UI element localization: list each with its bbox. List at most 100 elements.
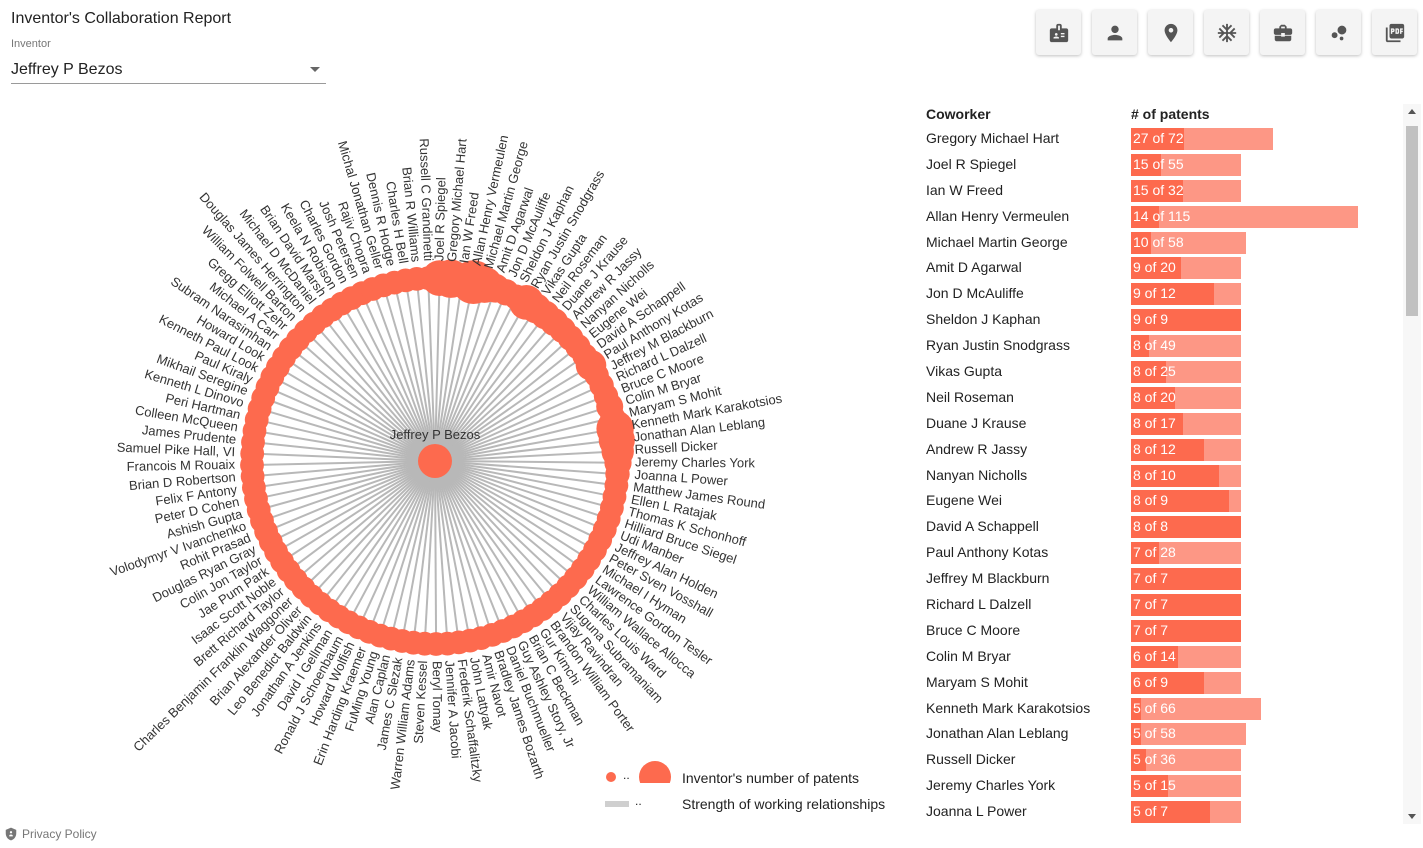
table-row[interactable]: Paul Anthony Kotas 7 of 28: [920, 540, 1412, 566]
relationship-link: [401, 460, 436, 642]
table-row[interactable]: Allan Henry Vermeulen 14 of 115: [920, 204, 1412, 230]
person-button[interactable]: [1092, 10, 1137, 55]
coworker-label: Jeremy Charles York: [635, 454, 756, 470]
table-row[interactable]: Colin M Bryar 6 of 14: [920, 644, 1412, 670]
relationship-link: [434, 450, 618, 462]
patent-count-label: 5 of 15: [1133, 777, 1176, 794]
relationship-link: [302, 460, 436, 589]
shared-patents-bar: [1131, 594, 1241, 617]
inventor-select[interactable]: Jeffrey P Bezos: [11, 56, 326, 84]
relationship-link: [434, 460, 613, 509]
table-row[interactable]: Duane J Krause 8 of 17: [920, 411, 1412, 437]
shared-patents-bar: [1131, 309, 1241, 332]
patent-count-label: 5 of 58: [1133, 725, 1176, 742]
patent-count-label: 8 of 8: [1133, 518, 1169, 535]
pdf-button[interactable]: [1372, 10, 1417, 55]
coworker-label: Samuel Pike Hall, VI: [117, 440, 236, 460]
shared-patents-bar: [1131, 412, 1183, 435]
coworker-name: Vikas Gupta: [926, 363, 1003, 380]
privacy-policy-link[interactable]: Privacy Policy: [4, 826, 97, 842]
table-row[interactable]: Russell Dicker 5 of 36: [920, 747, 1412, 773]
relationship-link: [379, 460, 436, 636]
table-scrollbar[interactable]: [1403, 104, 1421, 824]
table-row[interactable]: Sheldon J Kaphan 9 of 9: [920, 307, 1412, 333]
patent-count-label: 14 of 115: [1133, 207, 1191, 224]
badge-button[interactable]: [1036, 10, 1081, 55]
coworker-name: Sheldon J Kaphan: [926, 311, 1041, 328]
relationship-link: [434, 287, 497, 462]
patent-count-label: 5 of 36: [1133, 751, 1176, 768]
scroll-up-arrow-icon[interactable]: [1408, 109, 1416, 114]
table-row[interactable]: Vikas Gupta 8 of 25: [920, 359, 1412, 385]
relationship-link: [297, 338, 436, 462]
table-row[interactable]: Ryan Justin Snodgrass 8 of 49: [920, 333, 1412, 359]
coworker-node[interactable]: [421, 260, 458, 296]
relationship-link: [357, 460, 436, 628]
relationship-link: [251, 460, 436, 466]
relationship-link: [427, 278, 436, 462]
table-row[interactable]: David A Schappell 8 of 8: [920, 514, 1412, 540]
relationship-link: [434, 460, 577, 579]
table-row[interactable]: Jeremy Charles York 5 of 15: [920, 773, 1412, 799]
bubbles-button[interactable]: [1316, 10, 1361, 55]
patent-count-label: 8 of 10: [1133, 466, 1176, 483]
coworker-name: Richard L Dalzell: [926, 596, 1032, 613]
table-row[interactable]: Jeffrey M Blackburn 7 of 7: [920, 566, 1412, 592]
table-row[interactable]: Amit D Agarwal 9 of 20: [920, 255, 1412, 281]
coworker-name: Allan Henry Vermeulen: [926, 207, 1070, 224]
coworker-table: Coworker # of patents Gregory Michael Ha…: [920, 104, 1412, 824]
patent-count-label: 7 of 7: [1133, 570, 1169, 587]
shared-patents-bar: [1131, 801, 1210, 824]
shared-patents-bar: [1131, 438, 1205, 461]
relationship-link: [252, 452, 436, 462]
scroll-down-arrow-icon[interactable]: [1408, 814, 1416, 819]
relationship-link: [434, 278, 452, 462]
coworker-name: Nanyan Nicholls: [926, 466, 1028, 483]
privacy-policy-text: Privacy Policy: [22, 827, 97, 841]
relationship-link: [258, 460, 436, 511]
relationship-link: [434, 460, 494, 636]
relationship-link: [434, 460, 504, 632]
coworker-name: Kenneth Mark Karakotsios: [926, 699, 1091, 716]
relationship-link: [434, 374, 598, 462]
table-row[interactable]: Michael Martin George 10 of 58: [920, 230, 1412, 256]
table-row[interactable]: Eugene Wei 8 of 9: [920, 488, 1412, 514]
table-row[interactable]: Bruce C Moore 7 of 7: [920, 618, 1412, 644]
table-row[interactable]: Jonathan Alan Leblang 5 of 58: [920, 721, 1412, 747]
relationship-link: [270, 460, 436, 543]
legend-links-label: Strength of working relationships: [682, 796, 886, 812]
patent-count-label: 8 of 25: [1133, 363, 1176, 380]
coworker-label: Steven Kessel: [411, 660, 431, 744]
caret-down-icon: [310, 67, 320, 72]
coworker-name: Bruce C Moore: [926, 621, 1021, 638]
table-row[interactable]: Neil Roseman 8 of 20: [920, 385, 1412, 411]
shared-patents-bar: [1131, 361, 1167, 384]
table-row[interactable]: Nanyan Nicholls 8 of 10: [920, 463, 1412, 489]
location-button[interactable]: [1148, 10, 1193, 55]
table-row[interactable]: Ian W Freed 15 of 32: [920, 178, 1412, 204]
table-row[interactable]: Joanna L Power 5 of 7: [920, 799, 1412, 824]
total-patents-bar: [1131, 542, 1241, 565]
relationship-link: [283, 356, 436, 462]
table-row[interactable]: Richard L Dalzell 7 of 7: [920, 592, 1412, 618]
relationship-link: [434, 460, 471, 641]
table-row[interactable]: Jon D McAuliffe 9 of 12: [920, 281, 1412, 307]
center-inventor-node[interactable]: [418, 444, 452, 478]
patent-count-label: 27 of 72: [1133, 130, 1184, 146]
table-row[interactable]: Gregory Michael Hart 27 of 72: [920, 126, 1412, 152]
patent-count-label: 5 of 7: [1133, 803, 1169, 820]
relationship-link: [331, 309, 436, 462]
relationship-link: [434, 460, 438, 645]
relationship-link: [434, 278, 441, 462]
table-row[interactable]: Maryam S Mohit 6 of 9: [920, 670, 1412, 696]
patent-count-label: 6 of 9: [1133, 673, 1169, 690]
coworker-label: Russell C Grandinetti: [417, 138, 436, 261]
relationship-link: [434, 460, 596, 551]
table-row[interactable]: Kenneth Mark Karakotsios 5 of 66: [920, 696, 1412, 722]
snowflake-button[interactable]: [1204, 10, 1249, 55]
scrollbar-thumb[interactable]: [1406, 126, 1418, 316]
table-row[interactable]: Andrew R Jassy 8 of 12: [920, 437, 1412, 463]
inventor-select-value: Jeffrey P Bezos: [11, 61, 123, 78]
table-row[interactable]: Joel R Spiegel 15 of 55: [920, 152, 1412, 178]
briefcase-button[interactable]: [1260, 10, 1305, 55]
